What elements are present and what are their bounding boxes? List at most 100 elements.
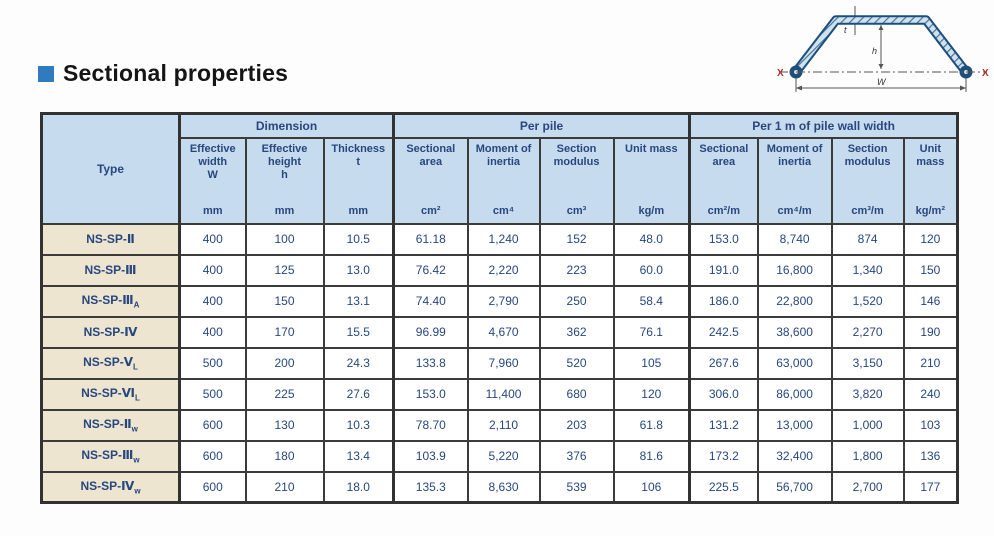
value-cell: 60.0 [612, 253, 691, 287]
value-cell: 61.18 [392, 222, 469, 256]
value-cell: 18.0 [322, 470, 395, 504]
col-symbol: t [356, 155, 361, 168]
value-cell: 1,520 [830, 284, 905, 318]
value-cell: 1,340 [830, 253, 905, 287]
value-cell: 8,630 [466, 470, 541, 504]
value-cell: 76.1 [612, 315, 691, 349]
value-cell: 177 [902, 470, 959, 504]
section-title: Sectional properties [38, 60, 288, 87]
value-cell: 2,270 [830, 315, 905, 349]
group-header-per-pile: Per pile [392, 112, 691, 139]
value-cell: 400 [178, 315, 247, 349]
col-label: Thickness [331, 142, 386, 155]
col-unit: cm²/m [707, 205, 741, 218]
table-row: NS-SP-ⅤL 500 200 24.3 133.8 7,960 520 105 267.6 6… [40, 346, 959, 380]
group-header-per-1m: Per 1 m of pile wall width [688, 112, 959, 139]
value-cell: 180 [244, 439, 325, 473]
value-cell: 600 [178, 408, 247, 442]
value-cell: 153.0 [392, 377, 469, 411]
value-cell: 7,960 [466, 346, 541, 380]
table-row: NS-SP-Ⅳw 600 210 18.0 135.3 8,630 539 106 225.5 5… [40, 470, 959, 504]
row-type-cell: NS-SP-ⅤL [40, 346, 181, 380]
value-cell: 13.4 [322, 439, 395, 473]
value-cell: 225 [244, 377, 325, 411]
value-cell: 76.42 [392, 253, 469, 287]
value-cell: 106 [612, 470, 691, 504]
value-cell: 63,000 [756, 346, 833, 380]
value-cell: 56,700 [756, 470, 833, 504]
value-cell: 2,790 [466, 284, 541, 318]
value-cell: 86,000 [756, 377, 833, 411]
col-unit: mm [274, 205, 295, 218]
col-symbol: W [207, 168, 218, 181]
value-cell: 146 [902, 284, 959, 318]
table-row: NS-SP-Ⅱ 400 100 10.5 61.18 1,240 152 48.0 153.0 8… [40, 222, 959, 256]
value-cell: 11,400 [466, 377, 541, 411]
value-cell: 190 [902, 315, 959, 349]
col-label: Section modulus [844, 142, 891, 168]
value-cell: 130 [244, 408, 325, 442]
value-cell: 48.0 [612, 222, 691, 256]
value-cell: 4,670 [466, 315, 541, 349]
sheet-pile-cross-section-diagram: X X h t W [776, 2, 990, 96]
col-label: Section modulus [553, 142, 600, 168]
value-cell: 500 [178, 346, 247, 380]
col-header-moment-of-inertia: Moment of inertia cm⁴ [466, 136, 541, 225]
value-cell: 120 [612, 377, 691, 411]
value-cell: 125 [244, 253, 325, 287]
value-cell: 38,600 [756, 315, 833, 349]
value-cell: 680 [538, 377, 615, 411]
col-header-moment-of-inertia-per-m: Moment of inertia cm⁴/m [756, 136, 833, 225]
value-cell: 400 [178, 253, 247, 287]
col-label: Moment of inertia [766, 142, 823, 168]
value-cell: 600 [178, 470, 247, 504]
value-cell: 539 [538, 470, 615, 504]
col-label: Effective height [261, 142, 308, 168]
value-cell: 250 [538, 284, 615, 318]
row-type-cell: NS-SP-Ⅲw [40, 439, 181, 473]
col-unit: cm³/m [851, 205, 884, 218]
value-cell: 13.1 [322, 284, 395, 318]
value-cell: 27.6 [322, 377, 395, 411]
sub-header-row: Effective width W mm Effective height h … [42, 136, 959, 225]
value-cell: 150 [244, 284, 325, 318]
value-cell: 210 [244, 470, 325, 504]
table-row: NS-SP-ⅥL 500 225 27.6 153.0 11,400 680 120 306.0… [40, 377, 959, 411]
value-cell: 200 [244, 346, 325, 380]
value-cell: 103 [902, 408, 959, 442]
col-unit: kg/m² [915, 205, 945, 218]
sheet-pile-diagram-svg: X X h t W [777, 6, 989, 92]
group-header-row: Type Dimension Per pile Per 1 m of pile … [40, 112, 959, 225]
axis-label-left: X [777, 68, 784, 79]
col-header-effective-width: Effective width W mm [178, 136, 247, 225]
page-title: Sectional properties [63, 60, 289, 86]
value-cell: 240 [902, 377, 959, 411]
value-cell: 100 [244, 222, 325, 256]
col-header-sectional-area-per-m: Sectional area cm²/m [688, 136, 759, 225]
value-cell: 2,110 [466, 408, 541, 442]
col-label: Unit mass [916, 142, 945, 168]
col-label: Sectional area [699, 142, 749, 168]
value-cell: 223 [538, 253, 615, 287]
value-cell: 2,700 [830, 470, 905, 504]
value-cell: 120 [902, 222, 959, 256]
value-cell: 2,220 [466, 253, 541, 287]
group-header-dimension: Dimension [178, 112, 395, 139]
col-header-unit-mass: Unit mass kg/m [612, 136, 691, 225]
value-cell: 131.2 [688, 408, 759, 442]
value-cell: 186.0 [688, 284, 759, 318]
value-cell: 133.8 [392, 346, 469, 380]
row-type-cell: NS-SP-Ⅱ [40, 222, 181, 256]
col-header-thickness: Thickness t mm [322, 136, 395, 225]
value-cell: 15.5 [322, 315, 395, 349]
value-cell: 103.9 [392, 439, 469, 473]
col-unit: cm⁴ [492, 205, 515, 218]
table-row: NS-SP-ⅢA 400 150 13.1 74.40 2,790 250 58.4 186.0… [40, 284, 959, 318]
table-row: NS-SP-Ⅲ 400 125 13.0 76.42 2,220 223 60.0 191.0 1… [40, 253, 959, 287]
col-header-section-modulus-per-m: Section modulus cm³/m [830, 136, 905, 225]
value-cell: 362 [538, 315, 615, 349]
col-unit: cm⁴/m [777, 205, 812, 218]
value-cell: 24.3 [322, 346, 395, 380]
height-dimension-label: h [872, 46, 877, 56]
